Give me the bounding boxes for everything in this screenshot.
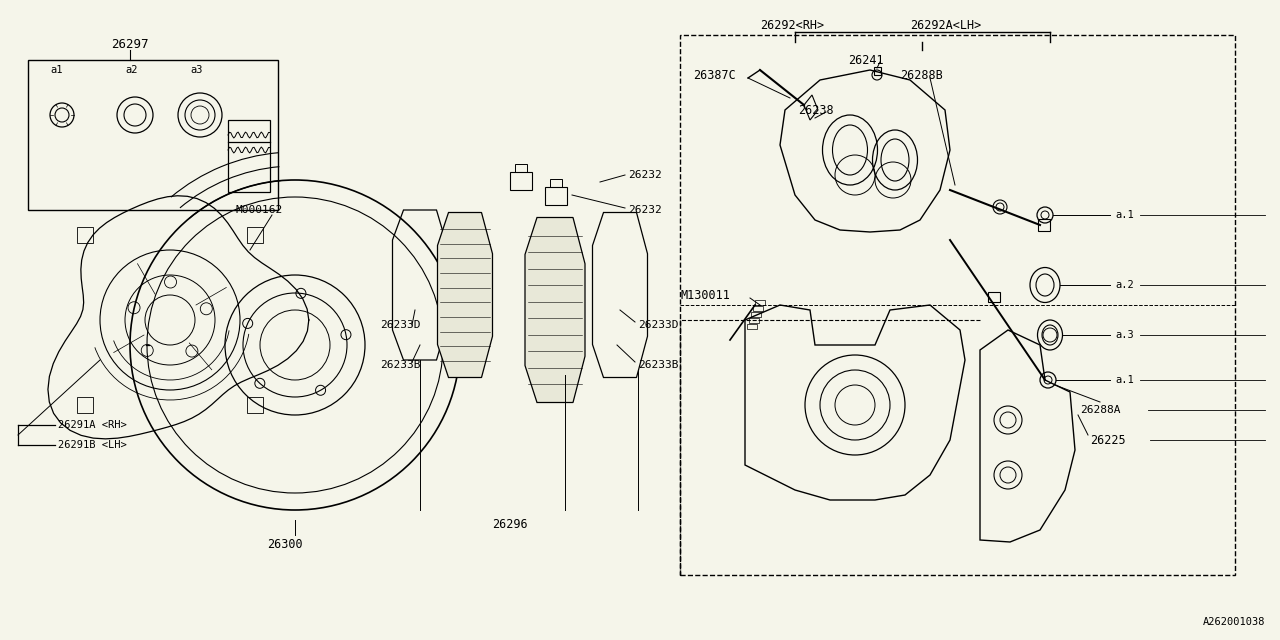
Text: 26292<RH>: 26292<RH> [760,19,824,31]
Bar [77,397,93,413]
Text: 26300: 26300 [268,538,303,552]
Bar [1038,219,1050,231]
Text: a3: a3 [189,65,202,75]
Bar [247,397,262,413]
Text: 26233B: 26233B [380,360,421,370]
Bar [755,300,765,305]
Text: 26225: 26225 [1091,433,1125,447]
Text: M130011: M130011 [680,289,730,301]
Text: 26241: 26241 [849,54,883,67]
Bar [749,318,759,323]
Text: A262001038: A262001038 [1202,617,1265,627]
Bar [751,312,762,317]
Text: a.1: a.1 [1115,375,1134,385]
Text: 26288B: 26288B [900,68,943,81]
Text: a2: a2 [125,65,137,75]
Text: M000162: M000162 [236,205,283,215]
Text: 26297: 26297 [111,38,148,51]
Bar [515,164,527,172]
Bar [753,306,763,311]
Text: 26232: 26232 [628,205,662,215]
Bar [77,227,93,243]
Bar [228,120,270,192]
Bar [28,60,278,210]
Polygon shape [525,218,585,403]
Text: a.3: a.3 [1115,330,1134,340]
Text: 26291B <LH>: 26291B <LH> [58,440,127,450]
Bar [545,187,567,205]
Text: 26296: 26296 [493,518,527,531]
Text: 26292A<LH>: 26292A<LH> [910,19,982,31]
Text: a.2: a.2 [1115,280,1134,290]
Bar [988,292,1000,302]
Text: 26238: 26238 [797,104,833,116]
Text: a.1: a.1 [1115,210,1134,220]
Polygon shape [438,212,493,378]
Text: 26288A: 26288A [1080,405,1120,415]
Text: 26291A <RH>: 26291A <RH> [58,420,127,430]
Text: 26233D: 26233D [637,320,678,330]
Bar [247,227,262,243]
Text: 26233B: 26233B [637,360,678,370]
Text: 26232: 26232 [628,170,662,180]
Bar [550,179,562,187]
Bar [680,35,1235,575]
Text: 26387C: 26387C [692,68,736,81]
Text: a1: a1 [50,65,63,75]
Bar [748,324,756,329]
Text: 26233D: 26233D [380,320,421,330]
Bar [874,67,881,75]
Bar [509,172,532,190]
